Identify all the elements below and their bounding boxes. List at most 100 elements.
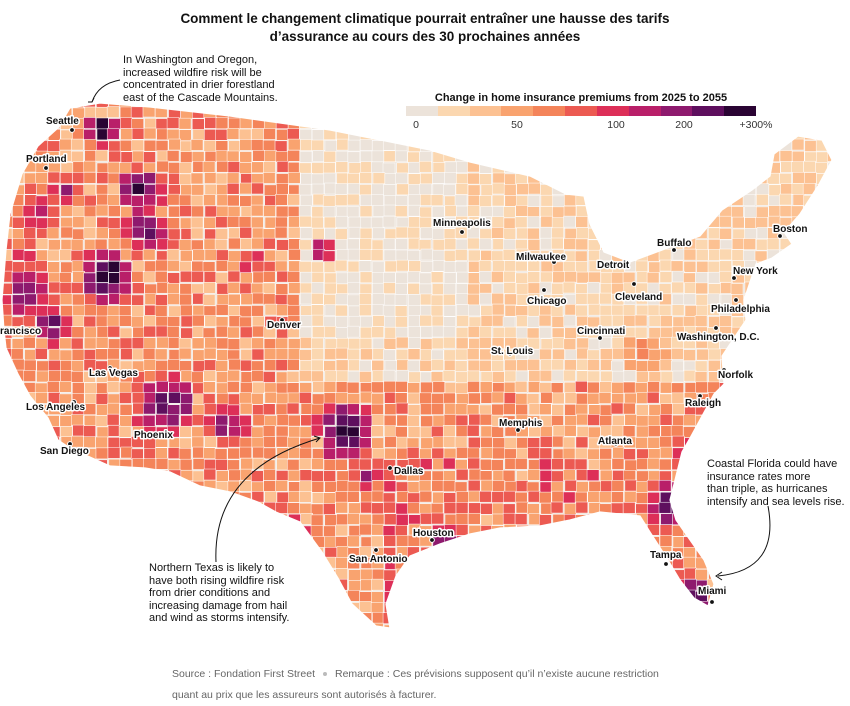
county-cell xyxy=(118,534,132,547)
county-cell xyxy=(419,600,433,613)
county-cell xyxy=(216,349,230,361)
county-cell xyxy=(347,107,360,119)
county-cell xyxy=(275,249,288,262)
city-philadelphia-label: Philadelphia xyxy=(711,304,770,315)
county-cell xyxy=(215,360,228,372)
county-cell xyxy=(396,491,410,503)
county-cell xyxy=(514,491,528,504)
county-cell xyxy=(132,182,145,195)
county-cell xyxy=(299,261,312,273)
county-cell xyxy=(12,238,25,250)
county-cell xyxy=(71,602,84,614)
county-cell xyxy=(35,283,49,295)
county-cell xyxy=(420,381,433,394)
county-cell xyxy=(155,524,169,537)
county-cell xyxy=(299,107,312,119)
county-cell xyxy=(479,590,493,602)
county-cell xyxy=(23,546,36,559)
county-cell xyxy=(119,546,133,559)
county-cell xyxy=(240,250,253,263)
county-cell xyxy=(576,590,589,603)
county-cell xyxy=(803,370,816,382)
county-cell xyxy=(455,502,469,514)
county-cell xyxy=(178,117,192,130)
county-cell xyxy=(563,503,577,515)
county-cell xyxy=(491,360,504,372)
county-cell xyxy=(12,282,25,295)
county-cell xyxy=(155,259,168,272)
county-cell xyxy=(58,492,72,504)
county-cell xyxy=(394,294,408,306)
county-cell xyxy=(779,360,793,373)
county-cell xyxy=(407,249,421,262)
county-cell xyxy=(287,502,300,514)
county-cell xyxy=(204,337,217,349)
county-cell xyxy=(456,173,469,185)
county-cell xyxy=(143,469,156,482)
county-cell xyxy=(648,590,661,603)
county-cell xyxy=(155,183,168,196)
county-cell xyxy=(83,470,96,482)
county-cell xyxy=(755,525,768,538)
county-cell xyxy=(755,371,769,384)
county-cell xyxy=(588,271,601,284)
county-cell xyxy=(660,173,673,185)
county-cell xyxy=(576,579,590,592)
county-cell xyxy=(35,205,48,217)
county-cell xyxy=(251,216,264,229)
city-memphis-marker xyxy=(515,427,521,433)
county-cell xyxy=(59,138,72,151)
county-cell xyxy=(720,172,734,184)
county-cell xyxy=(491,227,504,239)
county-cell xyxy=(384,636,396,647)
county-cell xyxy=(790,349,804,362)
county-cell xyxy=(563,558,576,571)
county-cell xyxy=(742,568,756,580)
county-cell xyxy=(407,492,421,505)
county-cell xyxy=(2,172,14,184)
legend-title: Change in home insurance premiums from 2… xyxy=(434,92,728,104)
county-cell xyxy=(719,546,732,558)
county-cell xyxy=(803,590,816,603)
county-cell xyxy=(216,160,229,173)
county-cell xyxy=(587,381,600,394)
county-cell xyxy=(347,557,360,570)
county-cell xyxy=(492,206,505,218)
county-cell xyxy=(274,226,288,239)
county-cell xyxy=(468,392,481,405)
county-cell xyxy=(636,404,649,416)
county-cell xyxy=(276,546,289,558)
county-cell xyxy=(383,569,397,582)
county-cell xyxy=(527,316,540,328)
county-cell xyxy=(119,503,133,515)
county-cell xyxy=(143,402,156,415)
county-cell xyxy=(83,371,96,383)
county-cell xyxy=(684,226,698,239)
county-cell xyxy=(11,271,25,284)
annotation-arrow-northwest xyxy=(91,79,121,103)
county-cell xyxy=(180,315,194,328)
county-cell xyxy=(12,458,26,470)
county-cell xyxy=(203,459,217,471)
county-cell xyxy=(467,536,481,548)
county-cell xyxy=(396,414,410,427)
county-cell xyxy=(239,622,252,628)
county-cell xyxy=(552,206,565,219)
county-cell xyxy=(767,282,780,295)
county-cell xyxy=(335,161,349,173)
county-cell xyxy=(60,370,73,383)
county-cell xyxy=(444,382,458,394)
county-cell xyxy=(216,382,229,395)
county-cell xyxy=(718,151,732,164)
county-cell xyxy=(719,138,732,151)
county-cell xyxy=(180,217,193,230)
county-cell xyxy=(131,591,144,603)
county-cell xyxy=(815,326,829,338)
county-cell xyxy=(347,348,360,361)
county-cell xyxy=(275,480,288,492)
county-cell xyxy=(11,446,24,459)
county-cell xyxy=(575,393,589,405)
county-cell xyxy=(180,480,193,492)
county-cell xyxy=(431,139,445,151)
